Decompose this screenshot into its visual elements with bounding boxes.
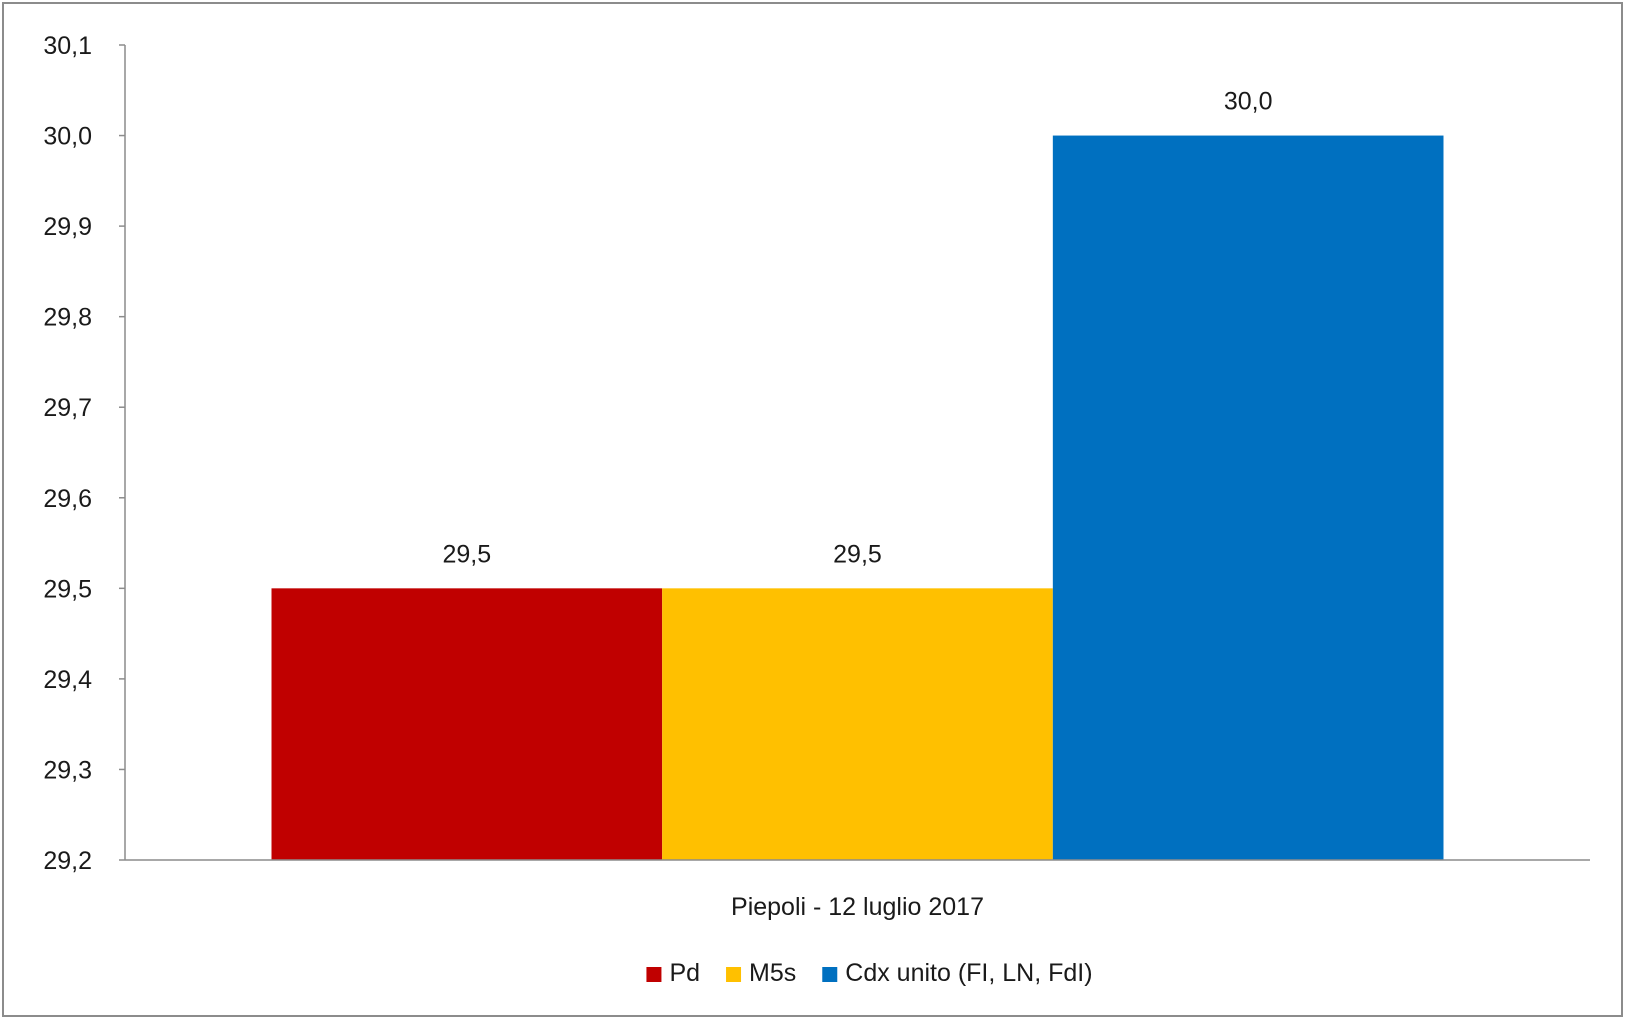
bar-cdx-unito-fi-ln-fdi xyxy=(1052,135,1444,861)
bars xyxy=(271,135,1444,861)
y-tick-label: 29,8 xyxy=(43,304,92,332)
data-label: 29,5 xyxy=(833,540,882,568)
legend-swatch xyxy=(646,967,662,982)
data-label: 29,5 xyxy=(442,540,491,568)
x-axis: Piepoli - 12 luglio 2017 xyxy=(125,859,1590,921)
y-tick-label: 29,7 xyxy=(43,394,92,422)
y-tick-label: 29,4 xyxy=(43,666,92,694)
bar-m5s xyxy=(662,588,1053,860)
y-tick-label: 29,3 xyxy=(43,756,92,784)
legend-swatch xyxy=(726,967,742,982)
legend-label: M5s xyxy=(749,959,796,987)
y-axis: 29,2 29,3 29,4 29,5 29,6 29,7 29,8 29,9 30,0 30,1 xyxy=(43,32,126,875)
y-tick-label: 30,1 xyxy=(43,32,92,60)
legend-item: Pd xyxy=(646,959,700,987)
legend: Pd M5s Cdx unito (FI, LN, FdI) xyxy=(646,959,1093,987)
legend-label: Pd xyxy=(669,959,700,987)
data-label: 30,0 xyxy=(1224,88,1273,116)
y-tick-label: 30,0 xyxy=(43,123,92,151)
y-tick-label: 29,5 xyxy=(43,575,92,603)
data-labels: 29,5 29,5 30,0 xyxy=(442,88,1272,569)
legend-item: Cdx unito (FI, LN, FdI) xyxy=(822,959,1093,987)
y-tick-label: 29,2 xyxy=(43,847,92,875)
x-category-label: Piepoli - 12 luglio 2017 xyxy=(731,893,984,921)
legend-item: M5s xyxy=(726,959,796,987)
legend-swatch xyxy=(822,967,838,982)
y-tick-label: 29,6 xyxy=(43,485,92,513)
y-tick-label: 29,9 xyxy=(43,213,92,241)
legend-label: Cdx unito (FI, LN, FdI) xyxy=(845,959,1092,987)
bar-pd xyxy=(271,588,663,860)
